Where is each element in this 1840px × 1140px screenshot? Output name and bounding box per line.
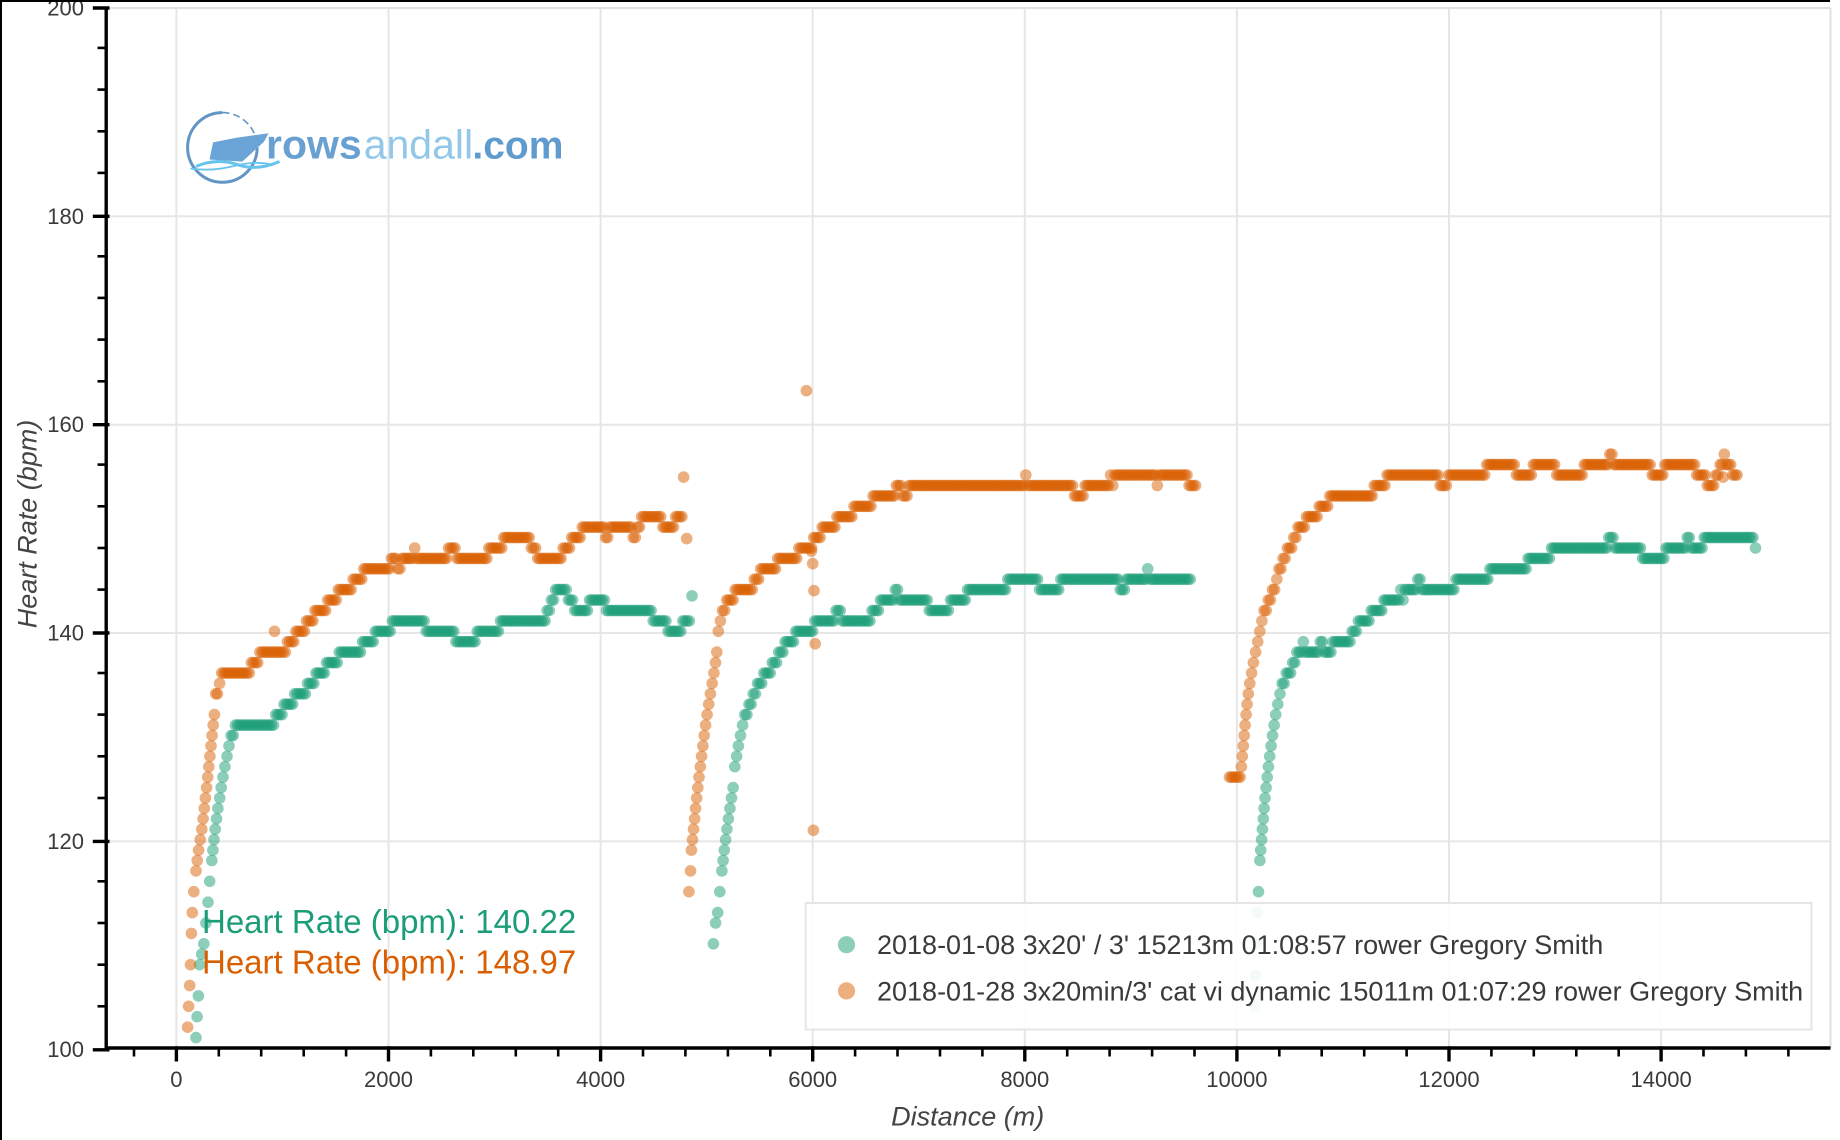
svg-text:140: 140 (47, 621, 84, 646)
svg-text:10000: 10000 (1206, 1067, 1267, 1092)
svg-text:4000: 4000 (576, 1067, 625, 1092)
svg-text:Heart Rate (bpm): 140.22: Heart Rate (bpm): 140.22 (202, 903, 576, 940)
svg-text:160: 160 (47, 412, 84, 437)
svg-text:14000: 14000 (1631, 1067, 1692, 1092)
svg-text:200: 200 (47, 0, 84, 21)
svg-text:2018-01-08 3x20' / 3' 15213m 0: 2018-01-08 3x20' / 3' 15213m 01:08:57 ro… (877, 930, 1603, 960)
svg-text:12000: 12000 (1418, 1067, 1479, 1092)
svg-text:0: 0 (170, 1067, 182, 1092)
svg-text:120: 120 (47, 829, 84, 854)
svg-text:6000: 6000 (788, 1067, 837, 1092)
svg-text:2000: 2000 (364, 1067, 413, 1092)
svg-text:Heart Rate (bpm): Heart Rate (bpm) (13, 420, 43, 629)
svg-text:2018-01-28 3x20min/3' cat vi d: 2018-01-28 3x20min/3' cat vi dynamic 150… (877, 976, 1803, 1006)
svg-text:180: 180 (47, 204, 84, 229)
svg-text:Distance (m): Distance (m) (891, 1102, 1044, 1132)
svg-text:Heart Rate (bpm): 148.97: Heart Rate (bpm): 148.97 (202, 944, 576, 981)
svg-text:.com: .com (472, 125, 563, 168)
svg-text:andall: andall (364, 122, 473, 168)
svg-text:rows: rows (266, 122, 362, 168)
svg-text:8000: 8000 (1000, 1067, 1049, 1092)
svg-text:100: 100 (47, 1037, 84, 1062)
